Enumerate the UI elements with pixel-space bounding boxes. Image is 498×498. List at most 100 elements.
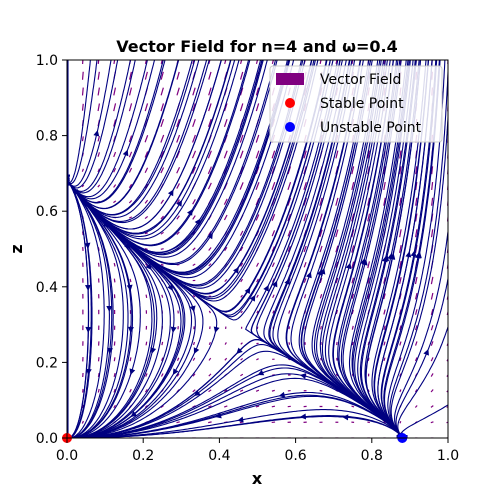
quiver-arrow — [414, 405, 418, 408]
quiver-arrow — [113, 119, 117, 127]
streamline — [67, 60, 156, 200]
streamline — [351, 60, 409, 438]
streamline — [268, 60, 404, 438]
quiver-arrow — [128, 87, 133, 96]
quiver-arrow — [367, 293, 370, 300]
quiver-arrow — [446, 373, 448, 377]
streamline — [374, 60, 430, 438]
streamline-arrowhead — [122, 149, 129, 157]
quiver-arrow — [223, 405, 228, 408]
quiver-arrow — [113, 373, 116, 377]
quiver-arrow — [113, 404, 116, 409]
streamline-arrowhead — [316, 269, 323, 276]
quiver-arrow — [129, 278, 132, 283]
quiver-arrow — [176, 87, 180, 96]
quiver-arrow — [367, 261, 371, 269]
quiver-arrow — [176, 357, 180, 361]
quiver-arrow — [255, 103, 260, 112]
quiver-arrow — [414, 309, 418, 315]
quiver-arrow — [161, 294, 164, 298]
quiver-arrow — [192, 389, 196, 393]
streamline — [67, 364, 403, 438]
quiver-arrow — [367, 389, 370, 393]
streamline — [67, 176, 92, 438]
streamline — [67, 373, 404, 438]
quiver-arrow — [303, 197, 307, 206]
quiver-arrow — [97, 135, 101, 142]
quiver-arrow — [430, 389, 434, 393]
quiver-arrow — [176, 150, 181, 159]
quiver-arrow — [367, 197, 371, 206]
quiver-arrow — [271, 374, 275, 376]
quiver-arrow — [399, 277, 402, 284]
streamline-arrowhead — [423, 348, 429, 356]
quiver-arrow — [160, 60, 163, 65]
quiver-arrow — [351, 325, 354, 330]
streamline-arrowhead — [236, 347, 243, 354]
quiver-arrow — [255, 198, 260, 206]
x-tick-label: 1.0 — [437, 448, 459, 464]
y-tick-label: 1.0 — [36, 53, 58, 69]
quiver-arrow — [415, 213, 418, 222]
quiver-arrow — [192, 373, 196, 377]
quiver-arrow — [335, 277, 339, 284]
quiver-arrow — [208, 405, 212, 408]
quiver-arrow — [446, 421, 448, 424]
quiver-arrow — [113, 262, 116, 267]
streamline — [67, 60, 180, 210]
quiver-arrow — [303, 245, 307, 253]
streamline-arrowhead — [172, 368, 179, 375]
quiver-arrow — [160, 215, 164, 220]
quiver-arrow — [239, 71, 244, 80]
quiver-arrow — [446, 341, 448, 347]
streamline — [67, 178, 124, 438]
quiver-arrow — [176, 183, 181, 189]
quiver-arrow — [414, 341, 418, 346]
streamline — [67, 60, 276, 264]
quiver-arrow — [160, 119, 165, 127]
quiver-arrow — [240, 342, 243, 345]
quiver-arrow — [208, 103, 212, 112]
streamline — [67, 60, 288, 273]
streamline-arrowhead — [106, 305, 113, 312]
streamline — [321, 60, 404, 438]
streamline — [67, 415, 404, 438]
quiver-arrow — [144, 167, 149, 174]
quiver-arrow — [320, 326, 322, 330]
quiver-arrow — [113, 151, 117, 158]
quiver-arrow — [81, 184, 85, 188]
quiver-arrow — [207, 150, 212, 159]
quiver-arrow — [223, 214, 228, 221]
quiver-arrow — [192, 215, 196, 220]
quiver-arrow — [351, 309, 354, 315]
streamline — [67, 178, 158, 438]
quiver-arrow — [383, 357, 386, 362]
quiver-arrow — [287, 246, 291, 252]
quiver-arrow — [208, 231, 212, 236]
streamline — [67, 60, 264, 256]
quiver-arrow — [160, 103, 165, 112]
quiver-arrow — [176, 119, 181, 127]
quiver-arrow — [208, 263, 212, 267]
streamline — [319, 60, 404, 438]
streamline-arrowhead — [193, 347, 200, 354]
quiver-arrow — [160, 231, 164, 235]
quiver-arrow — [81, 71, 84, 80]
quiver-arrow — [399, 309, 402, 315]
legend-label-vector-field: Vector Field — [320, 72, 401, 88]
streamline — [387, 60, 446, 438]
quiver-arrow — [287, 182, 292, 190]
streamline — [298, 60, 404, 438]
quiver-arrow — [383, 60, 386, 65]
quiver-arrow — [367, 277, 370, 284]
quiver-arrow — [256, 358, 259, 361]
quiver-arrow — [160, 87, 164, 96]
quiver-arrow — [192, 247, 196, 251]
quiver-arrow — [239, 182, 244, 190]
streamline-arrowhead — [176, 200, 182, 207]
quiver-arrow — [81, 136, 84, 142]
quiver-arrow — [255, 150, 260, 159]
quiver-arrow — [255, 405, 260, 408]
quiver-arrow — [430, 405, 434, 408]
